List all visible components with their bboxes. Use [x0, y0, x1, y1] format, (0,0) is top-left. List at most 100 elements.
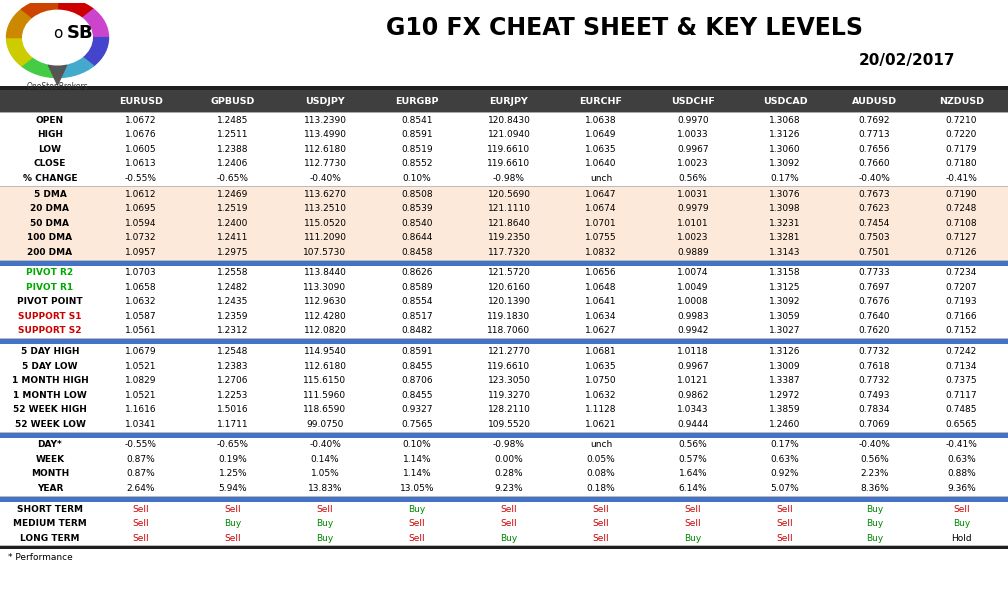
Text: OneStopBrokers: OneStopBrokers — [26, 82, 89, 91]
Text: 0.7248: 0.7248 — [946, 204, 977, 213]
Text: 0.17%: 0.17% — [771, 174, 799, 183]
Text: 0.7127: 0.7127 — [946, 233, 977, 242]
Text: 1.3281: 1.3281 — [769, 233, 800, 242]
Text: 0.00%: 0.00% — [495, 455, 523, 464]
Bar — [0, 280, 1008, 295]
Bar — [0, 86, 1008, 90]
Text: 20 DMA: 20 DMA — [30, 204, 70, 213]
Text: Buy: Buy — [317, 534, 334, 542]
Text: 1.2388: 1.2388 — [218, 145, 249, 154]
Text: Hold: Hold — [952, 534, 972, 542]
Text: 1.0635: 1.0635 — [586, 362, 617, 371]
Text: 0.08%: 0.08% — [587, 470, 615, 478]
Text: 1.3068: 1.3068 — [769, 116, 800, 125]
Wedge shape — [21, 0, 57, 18]
Text: 1.2469: 1.2469 — [218, 190, 249, 199]
Bar — [0, 295, 1008, 309]
Bar — [0, 481, 1008, 496]
Bar — [0, 402, 1008, 417]
Text: 0.8540: 0.8540 — [401, 219, 432, 228]
Text: 1.0521: 1.0521 — [125, 362, 157, 371]
Text: 5 DAY LOW: 5 DAY LOW — [22, 362, 78, 371]
Text: 118.6590: 118.6590 — [303, 405, 347, 415]
Text: Sell: Sell — [317, 505, 334, 513]
Text: 0.17%: 0.17% — [771, 441, 799, 449]
Text: 1.0648: 1.0648 — [586, 283, 617, 292]
Text: unch: unch — [590, 174, 612, 183]
Text: 119.6610: 119.6610 — [488, 145, 530, 154]
Text: 121.1110: 121.1110 — [488, 204, 530, 213]
Text: Sell: Sell — [133, 519, 149, 528]
Text: 0.56%: 0.56% — [678, 174, 708, 183]
Text: 0.7193: 0.7193 — [946, 298, 978, 307]
Text: 0.9327: 0.9327 — [401, 405, 432, 415]
Text: EURGBP: EURGBP — [395, 96, 438, 105]
Text: 0.9967: 0.9967 — [677, 362, 709, 371]
Text: Buy: Buy — [866, 534, 883, 542]
Text: 0.7152: 0.7152 — [946, 327, 977, 336]
Text: 1.2312: 1.2312 — [218, 327, 249, 336]
Wedge shape — [6, 9, 33, 38]
Text: 1.2706: 1.2706 — [218, 376, 249, 385]
Bar — [0, 497, 1008, 502]
Text: Sell: Sell — [593, 534, 609, 542]
Text: 0.92%: 0.92% — [771, 470, 799, 478]
Text: 1.0672: 1.0672 — [125, 116, 157, 125]
Text: 1.0008: 1.0008 — [677, 298, 709, 307]
Text: 1.0023: 1.0023 — [677, 159, 709, 168]
Text: LOW: LOW — [38, 145, 61, 154]
Text: -0.55%: -0.55% — [125, 441, 157, 449]
Text: 1.0679: 1.0679 — [125, 347, 157, 356]
Text: 1.2359: 1.2359 — [218, 312, 249, 321]
Text: 52 WEEK LOW: 52 WEEK LOW — [14, 420, 86, 429]
Bar — [0, 433, 1008, 438]
Text: 120.5690: 120.5690 — [488, 190, 530, 199]
Text: 0.9862: 0.9862 — [677, 391, 709, 400]
Text: 5.07%: 5.07% — [771, 484, 799, 493]
Text: 113.8440: 113.8440 — [303, 268, 347, 278]
Text: 118.7060: 118.7060 — [488, 327, 530, 336]
Text: 119.6610: 119.6610 — [488, 362, 530, 371]
Text: 0.8591: 0.8591 — [401, 130, 432, 139]
Text: 9.36%: 9.36% — [948, 484, 976, 493]
Text: 0.8539: 0.8539 — [401, 204, 432, 213]
Text: o: o — [52, 25, 62, 41]
Text: 0.63%: 0.63% — [771, 455, 799, 464]
Text: 0.8591: 0.8591 — [401, 347, 432, 356]
Text: -0.40%: -0.40% — [309, 174, 341, 183]
Text: Sell: Sell — [501, 505, 517, 513]
Text: SHORT TERM: SHORT TERM — [17, 505, 83, 513]
Text: PIVOT POINT: PIVOT POINT — [17, 298, 83, 307]
Text: 0.9983: 0.9983 — [677, 312, 709, 321]
Text: PIVOT R1: PIVOT R1 — [26, 283, 74, 292]
Text: NZDUSD: NZDUSD — [939, 96, 984, 105]
Text: 1.0521: 1.0521 — [125, 391, 157, 400]
Text: AUDUSD: AUDUSD — [852, 96, 897, 105]
Text: 1.0703: 1.0703 — [125, 268, 157, 278]
Text: 1.0635: 1.0635 — [586, 145, 617, 154]
Text: 1.0587: 1.0587 — [125, 312, 157, 321]
Text: 0.05%: 0.05% — [587, 455, 615, 464]
Text: 121.2770: 121.2770 — [488, 347, 530, 356]
Text: 1.0341: 1.0341 — [125, 420, 157, 429]
Text: -0.98%: -0.98% — [493, 174, 525, 183]
Text: 1.2435: 1.2435 — [218, 298, 249, 307]
Text: 1.3027: 1.3027 — [769, 327, 800, 336]
Text: Buy: Buy — [500, 534, 518, 542]
Text: 1.14%: 1.14% — [402, 455, 431, 464]
Text: 1.2482: 1.2482 — [218, 283, 249, 292]
Text: 1.0656: 1.0656 — [586, 268, 617, 278]
Bar — [0, 547, 1008, 550]
Text: 6.14%: 6.14% — [678, 484, 708, 493]
Text: USDCHF: USDCHF — [671, 96, 715, 105]
Text: 0.9979: 0.9979 — [677, 204, 709, 213]
Text: 1.0033: 1.0033 — [677, 130, 709, 139]
Bar — [0, 245, 1008, 259]
Text: CLOSE: CLOSE — [34, 159, 67, 168]
Text: 0.7207: 0.7207 — [946, 283, 977, 292]
Text: 0.8554: 0.8554 — [401, 298, 432, 307]
Text: Sell: Sell — [777, 505, 793, 513]
Text: 112.9630: 112.9630 — [303, 298, 347, 307]
Text: 117.7320: 117.7320 — [488, 248, 530, 257]
Text: 1.0621: 1.0621 — [586, 420, 617, 429]
